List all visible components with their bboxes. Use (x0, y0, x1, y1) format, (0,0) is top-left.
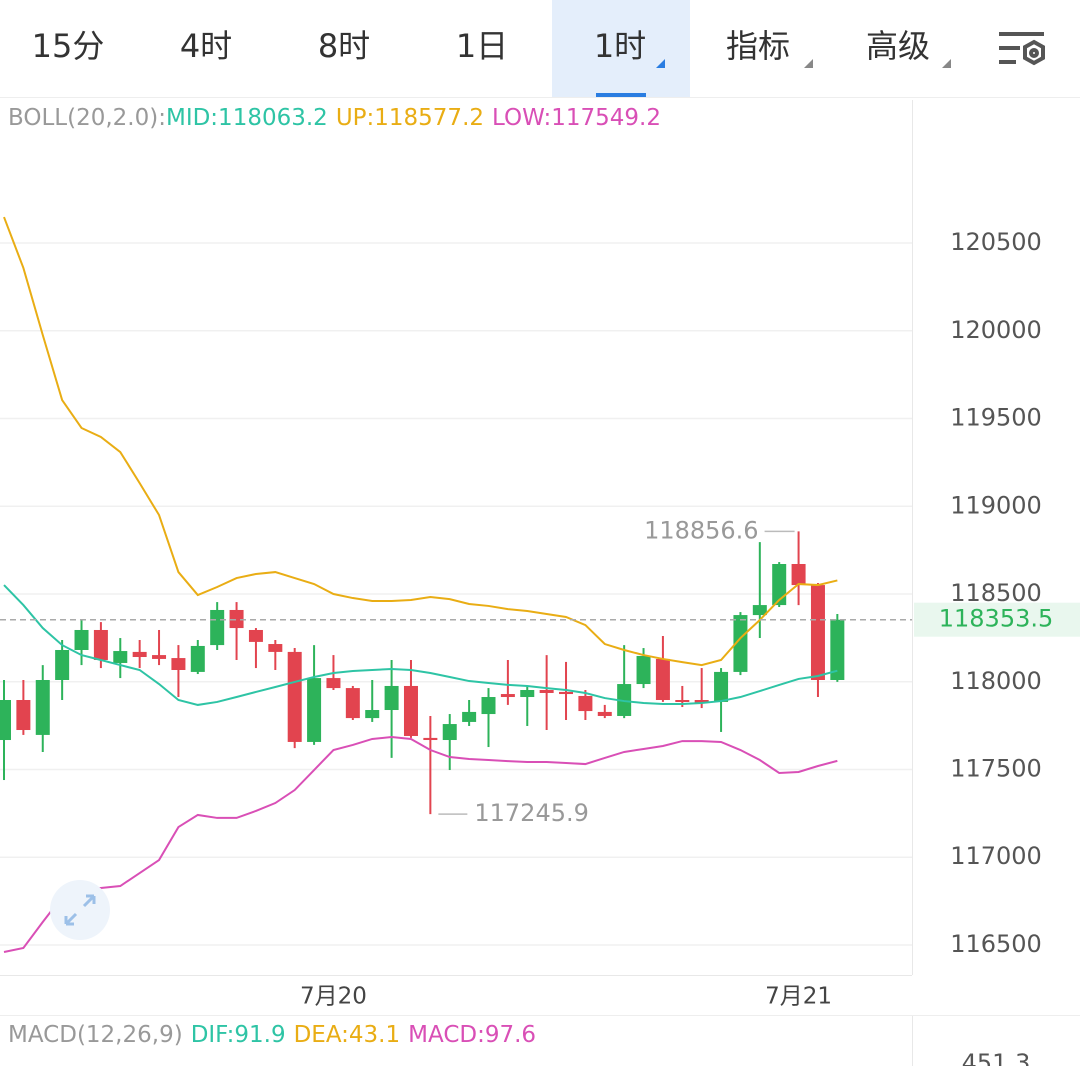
boll-line (3, 736, 838, 953)
candle-body (830, 619, 845, 680)
candle-body (597, 711, 612, 716)
indicator-label: BOLL(20,2.0): (8, 105, 166, 131)
candle-body (0, 700, 11, 741)
current-price-box (914, 602, 1080, 637)
dropdown-arrow (942, 59, 951, 68)
expand-button[interactable] (50, 880, 110, 940)
candle-body (93, 629, 108, 660)
candle-body (365, 710, 380, 719)
candle-body (190, 645, 205, 672)
y-tick-label: 116500 (950, 930, 1042, 958)
selected-tab-bg (552, 0, 690, 97)
expand-icon (64, 894, 96, 926)
selected-tab-underline (596, 93, 646, 97)
tab[interactable]: 1日 (456, 27, 508, 65)
y-tick-label: 119000 (950, 491, 1042, 519)
tab[interactable]: 15分 (32, 27, 105, 65)
candle-body (326, 678, 341, 689)
dropdown-arrow (656, 59, 665, 68)
boll-line (3, 584, 838, 706)
candle-body (16, 700, 31, 731)
y-tick-label: 120500 (950, 228, 1042, 256)
candle-body (500, 694, 515, 698)
y-tick-label: 117000 (950, 842, 1042, 870)
max-annotation: 118856.6 (644, 516, 759, 544)
candle-body (714, 671, 729, 702)
candle-body (481, 697, 496, 715)
candle-body (520, 690, 535, 698)
candle-body (578, 695, 593, 712)
candle-body (675, 700, 690, 703)
x-tick-label: 7月21 (765, 984, 832, 1010)
legend-entry: UP:118577.2 (336, 105, 484, 131)
button-bg (50, 880, 110, 940)
plot: 116500 117000 117500 118000 118500 119000 1195… (0, 216, 1080, 1010)
candle-body (810, 585, 825, 680)
candle-body (539, 690, 554, 693)
x-tick-label: 7月20 (300, 984, 367, 1010)
current-price-label: 118353.5 (939, 605, 1054, 633)
dropdown-arrow (804, 59, 813, 68)
tab[interactable]: 高级 (866, 27, 930, 65)
candle-body (442, 724, 457, 741)
legend-entry: MID:118063.2 (166, 105, 328, 131)
candle-body (752, 605, 767, 616)
boll-line (3, 216, 838, 667)
y-tick-label: 117500 (950, 754, 1042, 782)
min-annotation: 117245.9 (474, 799, 589, 827)
legend-entry: DIF:91.9 (191, 1022, 286, 1048)
candle-body (791, 563, 806, 586)
candle-body (55, 649, 70, 680)
candle-body (345, 688, 360, 719)
candle-body (268, 644, 283, 652)
candle-body (229, 609, 244, 629)
candle-body (152, 655, 167, 659)
tab[interactable]: 4时 (180, 27, 232, 65)
candle-body (248, 629, 263, 642)
candle-body (113, 651, 128, 663)
candle-body (423, 737, 438, 741)
candle-body (132, 651, 147, 658)
icon-hex (1023, 39, 1045, 66)
macd-legend: MACD(12,26,9) DIF:91.9 DEA:43.1 MACD:97.6 (8, 1022, 536, 1048)
settings-icon[interactable] (999, 32, 1045, 66)
candle-body (462, 711, 477, 722)
candle-body (636, 655, 651, 685)
tab[interactable]: 1时 (594, 27, 646, 65)
indicator-legend: BOLL(20,2.0):MID:118063.2 UP:118577.2 LOW:… (8, 105, 661, 131)
macd-label: MACD(12,26,9) (8, 1022, 183, 1048)
candle-body (35, 679, 50, 735)
candle-body (287, 651, 302, 742)
candle-body (171, 658, 186, 670)
y-tick-label: 118500 (950, 579, 1042, 607)
candle-body (733, 615, 748, 672)
y-tick-label: 120000 (950, 316, 1042, 344)
legend-entry: LOW:117549.2 (492, 105, 661, 131)
candle-body (694, 700, 709, 703)
macd-tick-label: 451.3 (962, 1049, 1031, 1066)
tab[interactable]: 指标 (726, 27, 790, 65)
legend-entry: MACD:97.6 (408, 1022, 536, 1048)
candle-body (559, 691, 574, 695)
candle-body (307, 678, 322, 742)
candle-body (384, 685, 399, 711)
candle-body (403, 685, 418, 736)
y-tick-label: 119500 (950, 404, 1042, 432)
tab[interactable]: 8时 (318, 27, 370, 65)
candle-body (655, 658, 670, 701)
candle-body (617, 684, 632, 716)
tab-bar: 15分 4时 8时 1日 1时 指标 高级 (0, 0, 1080, 98)
candle-body (772, 563, 787, 606)
candle-body (210, 609, 225, 646)
legend-entry: DEA:43.1 (294, 1022, 401, 1048)
y-tick-label: 118000 (950, 667, 1042, 695)
icon-dot (1029, 48, 1039, 58)
candle-body (74, 629, 89, 650)
